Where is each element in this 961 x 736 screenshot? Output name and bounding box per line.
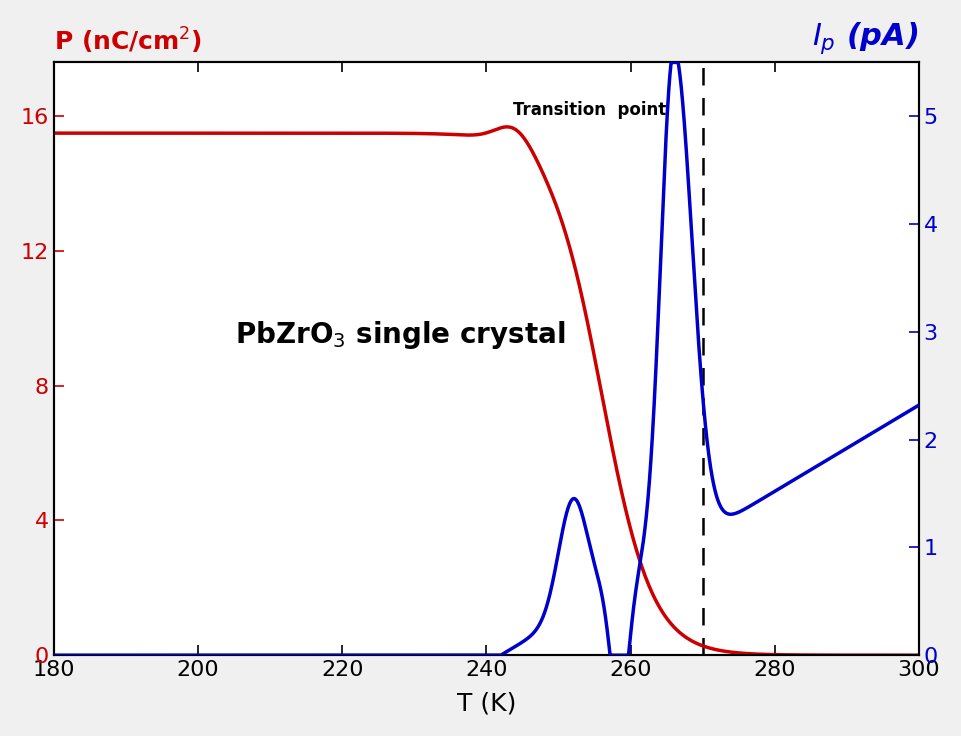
Text: Transition  point: Transition point [513,101,667,118]
Text: P (nC/cm$^2$): P (nC/cm$^2$) [54,26,202,57]
Text: $I_p$ (pA): $I_p$ (pA) [812,21,919,57]
Text: PbZrO$_3$ single crystal: PbZrO$_3$ single crystal [234,319,565,351]
X-axis label: T (K): T (K) [456,691,516,715]
